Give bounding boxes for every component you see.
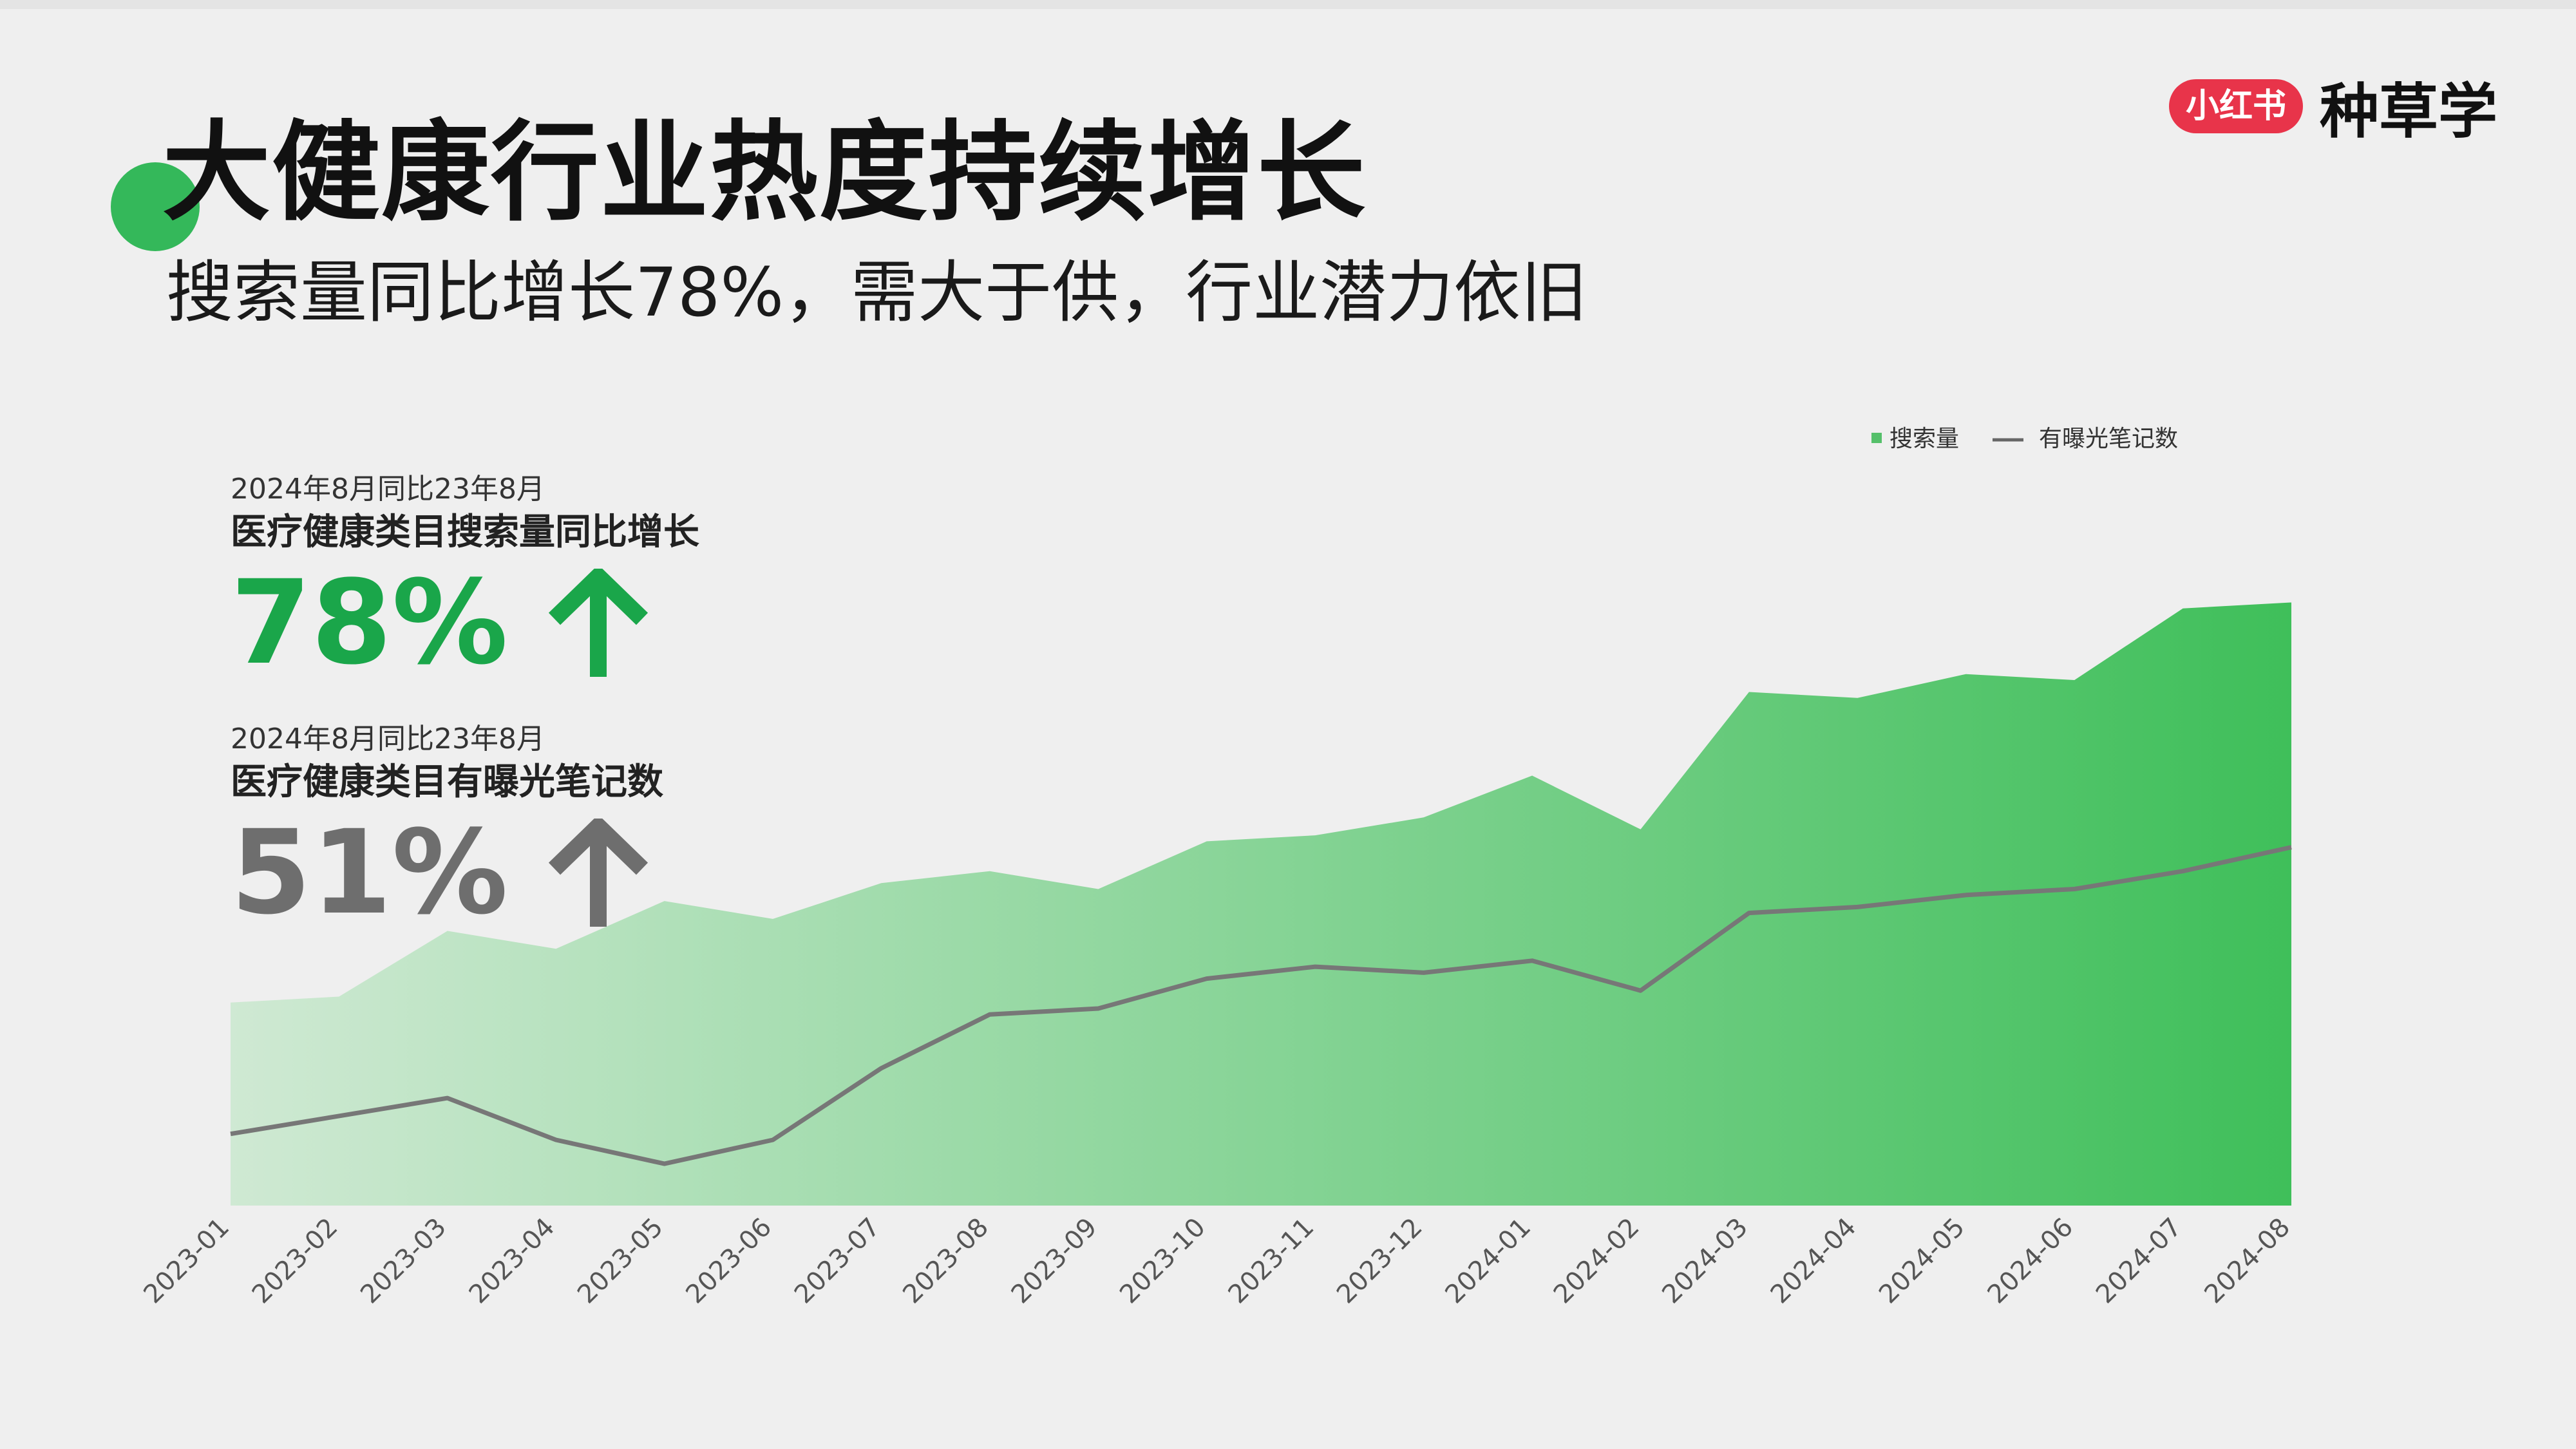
- legend-swatch-search: [1871, 433, 1882, 443]
- x-tick-label: 2024-08: [2199, 1213, 2296, 1310]
- stat-label: 医疗健康类目有曝光笔记数: [231, 761, 663, 803]
- brand-name: 种草学: [2320, 77, 2498, 146]
- stat-value: 78%: [231, 555, 508, 690]
- x-tick-label: 2024-02: [1548, 1213, 1645, 1310]
- x-tick-label: 2024-04: [1765, 1213, 1862, 1310]
- x-tick-label: 2023-02: [247, 1213, 344, 1310]
- legend-label-notes: 有曝光笔记数: [2039, 426, 2178, 452]
- x-tick-label: 2024-07: [2090, 1213, 2188, 1310]
- stat-label: 医疗健康类目搜索量同比增长: [231, 511, 699, 553]
- x-tick-label: 2024-06: [1982, 1213, 2079, 1310]
- series-area-search: [231, 602, 2291, 1206]
- x-tick-label: 2023-03: [355, 1213, 452, 1310]
- title-bullet-dot: [111, 162, 200, 251]
- x-tick-label: 2023-05: [572, 1213, 669, 1310]
- chart-legend: 搜索量 有曝光笔记数: [1871, 426, 2178, 452]
- x-tick-label: 2023-12: [1331, 1213, 1428, 1310]
- x-tick-label: 2024-03: [1656, 1213, 1754, 1310]
- top-divider: [0, 0, 2576, 9]
- stat-value-row: 78%: [231, 565, 699, 681]
- page-subtitle: 搜索量同比增长78%，需大于供，行业潜力依旧: [166, 253, 1588, 332]
- series-line-notes: [230, 845, 2292, 1166]
- arrow-up-icon: [548, 568, 648, 677]
- x-tick-label: 2024-01: [1439, 1213, 1537, 1310]
- x-tick-label: 2023-10: [1114, 1213, 1211, 1310]
- x-tick-label: 2023-04: [464, 1213, 561, 1310]
- x-tick-label: 2023-09: [1006, 1213, 1103, 1310]
- stat-search-growth: 2024年8月同比23年8月 医疗健康类目搜索量同比增长 78%: [231, 473, 699, 681]
- x-tick-label: 2023-07: [789, 1213, 886, 1310]
- page-title: 大健康行业热度持续增长: [162, 109, 1367, 236]
- x-tick-label: 2023-06: [680, 1213, 777, 1310]
- x-tick-label: 2023-01: [138, 1213, 235, 1310]
- brand-badge: 小红书: [2169, 79, 2304, 133]
- x-tick-label: 2023-11: [1223, 1213, 1320, 1310]
- brand-logo: 小红书 种草学: [2169, 71, 2497, 146]
- x-tick-label: 2024-05: [1873, 1213, 1971, 1310]
- arrow-up-icon: [548, 818, 648, 927]
- stat-caption: 2024年8月同比23年8月: [231, 723, 545, 755]
- stat-value: 51%: [231, 805, 508, 940]
- legend-label-search: 搜索量: [1889, 426, 1959, 452]
- x-tick-label: 2023-08: [897, 1213, 994, 1310]
- stat-value-row: 51%: [231, 815, 663, 931]
- stat-caption: 2024年8月同比23年8月: [231, 473, 545, 506]
- stat-notes-growth: 2024年8月同比23年8月 医疗健康类目有曝光笔记数 51%: [231, 723, 663, 931]
